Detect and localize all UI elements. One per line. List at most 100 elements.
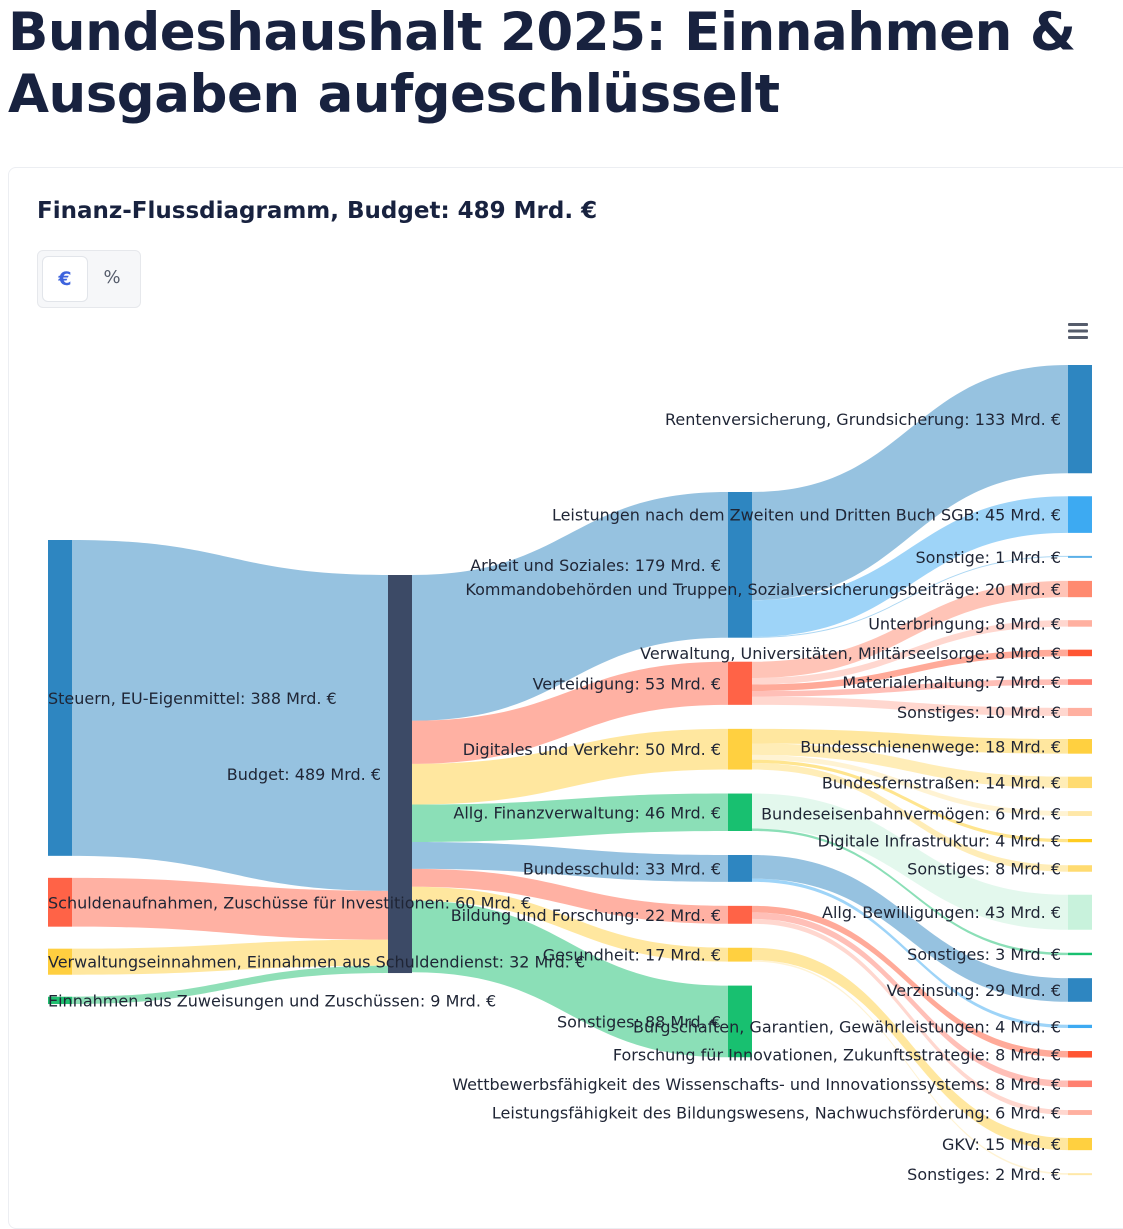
sankey-nodes [48,365,1092,1176]
node-a_sonst[interactable] [1068,555,1092,558]
euro-toggle-button[interactable]: € [42,256,88,302]
link-budget-to-digital[interactable] [412,728,728,805]
link-arbeit-to-a_sonst[interactable] [752,555,1068,638]
link-bildung-to-bf_wettb[interactable] [752,912,1068,1088]
node-bf_leist[interactable] [1068,1110,1092,1115]
hamburger-menu-icon[interactable] [1060,315,1096,347]
label-v_sonst: Sonstiges: 10 Mrd. € [897,703,1061,722]
node-bschuld[interactable] [728,854,752,882]
node-arbeit[interactable] [728,492,752,638]
label-d_strasse: Bundesfernstraßen: 14 Mrd. € [822,773,1061,792]
node-b_buerg[interactable] [1068,1024,1092,1029]
link-digital-to-d_strasse[interactable] [752,743,1068,789]
node-verwein[interactable] [48,948,72,975]
label-steuern: Steuern, EU-Eigenmittel: 388 Mrd. € [48,689,337,708]
node-g_sonst[interactable] [1068,1173,1092,1176]
label-g_sonst: Sonstiges: 2 Mrd. € [907,1165,1061,1184]
label-verwein: Verwaltungseinnahmen, Einnahmen aus Schu… [48,953,585,972]
link-gesund-to-g_gkv[interactable] [752,947,1068,1151]
sankey-chart: Steuern, EU-Eigenmittel: 388 Mrd. € Schul… [48,365,1092,1184]
chart-title: Finanz-Flussdiagramm, Budget: 489 Mrd. € [37,198,598,224]
label-a_sonst: Sonstige: 1 Mrd. € [916,548,1062,567]
label-b_zins: Verzinsung: 29 Mrd. € [887,981,1061,1000]
node-verteid[interactable] [728,661,752,705]
label-v_verw: Verwaltung, Universitäten, Militärseelso… [640,644,1061,663]
link-finanz-to-f_sonst[interactable] [752,828,1068,956]
link-budget-to-bildung[interactable] [412,868,728,924]
node-sonst[interactable] [728,985,752,1058]
label-f_sonst: Sonstiges: 3 Mrd. € [907,945,1061,964]
node-bf_forsch[interactable] [1068,1051,1092,1058]
node-d_schiene[interactable] [1068,739,1092,754]
node-finanz[interactable] [728,793,752,831]
link-budget-to-gesund[interactable] [412,886,728,962]
link-verteid-to-v_kommando[interactable] [752,580,1068,678]
sankey-links [72,365,1068,1175]
link-verteid-to-v_sonst[interactable] [752,696,1068,717]
node-budget[interactable] [388,575,412,974]
link-bildung-to-bf_leist[interactable] [752,918,1068,1115]
node-g_gkv[interactable] [1068,1137,1092,1151]
label-v_unterbr: Unterbringung: 8 Mrd. € [868,614,1061,633]
link-verteid-to-v_mat[interactable] [752,679,1068,697]
node-digital[interactable] [728,728,752,770]
link-budget-to-arbeit[interactable] [412,492,728,721]
node-gesund[interactable] [728,947,752,962]
label-arbeit: Arbeit und Soziales: 179 Mrd. € [470,556,721,575]
node-f_bewill[interactable] [1068,894,1092,930]
label-d_infra: Digitale Infrastruktur: 4 Mrd. € [818,832,1061,851]
link-digital-to-d_infra[interactable] [752,759,1068,843]
link-finanz-to-f_bewill[interactable] [752,793,1068,930]
node-v_kommando[interactable] [1068,580,1092,598]
link-verteid-to-v_unterbr[interactable] [752,620,1068,685]
link-zuweis-to-budget[interactable] [72,965,388,1005]
node-f_sonst[interactable] [1068,952,1092,956]
node-v_sonst[interactable] [1068,707,1092,717]
label-a_sgb: Leistungen nach dem Zweiten und Dritten … [552,506,1061,525]
link-steuern-to-budget[interactable] [72,540,388,891]
link-budget-to-bschuld[interactable] [412,841,728,882]
node-bf_wettb[interactable] [1068,1080,1092,1088]
link-arbeit-to-a_rente[interactable] [752,365,1068,601]
node-bildung[interactable] [728,905,752,924]
link-schulden-to-budget[interactable] [72,877,388,940]
label-budget: Budget: 489 Mrd. € [227,765,381,784]
node-d_sonst[interactable] [1068,865,1092,872]
page-title: Bundeshaushalt 2025: Einnahmen & Ausgabe… [8,2,1076,125]
node-v_mat[interactable] [1068,679,1092,685]
node-zuweis[interactable] [48,996,72,1005]
node-a_rente[interactable] [1068,365,1092,474]
node-b_zins[interactable] [1068,978,1092,1002]
link-verwein-to-budget[interactable] [72,939,388,975]
node-v_unterbr[interactable] [1068,620,1092,627]
percent-toggle-button[interactable]: % [103,267,121,288]
link-digital-to-d_eisen[interactable] [752,754,1068,816]
link-bildung-to-bf_forsch[interactable] [752,905,1068,1058]
node-steuern[interactable] [48,540,72,856]
label-g_gkv: GKV: 15 Mrd. € [942,1135,1061,1154]
label-finanz: Allg. Finanzverwaltung: 46 Mrd. € [453,803,721,822]
label-bf_leist: Leistungsfähigkeit des Bildungswesens, N… [492,1104,1061,1123]
node-d_strasse[interactable] [1068,776,1092,789]
link-budget-to-verteid[interactable] [412,661,728,764]
label-bildung: Bildung und Forschung: 22 Mrd. € [451,906,721,925]
label-bf_forsch: Forschung für Innovationen, Zukunftsstra… [613,1045,1061,1064]
link-bschuld-to-b_buerg[interactable] [752,878,1068,1029]
link-digital-to-d_sonst[interactable] [752,763,1068,872]
link-digital-to-d_schiene[interactable] [752,728,1068,754]
label-schulden: Schuldenaufnahmen, Zuschüsse für Investi… [48,893,531,912]
node-d_infra[interactable] [1068,838,1092,843]
node-d_eisen[interactable] [1068,811,1092,816]
unit-toggle: € % [37,250,141,308]
link-budget-to-sonst[interactable] [412,900,728,1058]
node-a_sgb[interactable] [1068,496,1092,533]
node-schulden[interactable] [48,877,72,927]
link-arbeit-to-a_sgb[interactable] [752,496,1068,637]
link-budget-to-finanz[interactable] [412,793,728,842]
link-bschuld-to-b_zins[interactable] [752,854,1068,1002]
label-d_eisen: Bundeseisenbahnvermögen: 6 Mrd. € [761,805,1061,824]
link-gesund-to-g_sonst[interactable] [752,959,1068,1175]
link-verteid-to-v_verw[interactable] [752,649,1068,692]
label-bf_wettb: Wettbewerbsfähigkeit des Wissenschafts- … [452,1075,1061,1094]
node-v_verw[interactable] [1068,649,1092,657]
